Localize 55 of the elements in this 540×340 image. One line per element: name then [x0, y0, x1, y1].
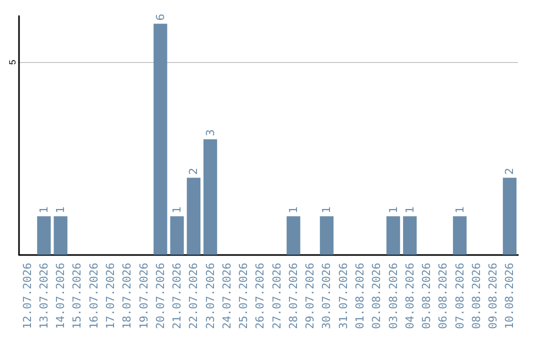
x-tick-label: 20.07.2026	[154, 262, 167, 330]
x-tick-label: 12.07.2026	[20, 262, 34, 330]
x-tick-label: 27.07.2026	[270, 262, 284, 330]
bar	[502, 178, 517, 255]
x-tick-label: 08.08.2026	[470, 262, 483, 330]
x-tick-label: 24.07.2026	[220, 262, 234, 330]
x-tick-label: 09.08.2026	[486, 262, 500, 330]
x-tick-label: 22.07.2026	[187, 262, 200, 330]
bar	[320, 216, 334, 255]
x-tick-label: 29.07.2026	[304, 262, 317, 330]
x-tick-label: 26.07.2026	[254, 262, 267, 330]
data-label: 1	[403, 206, 416, 214]
x-tick-label: 13.07.2026	[37, 262, 50, 330]
x-tick-label: 06.08.2026	[436, 262, 450, 330]
data-label: 1	[170, 206, 184, 214]
bar	[403, 216, 417, 255]
bar	[154, 24, 168, 255]
x-tick-label: 04.08.2026	[403, 262, 416, 330]
bar	[37, 216, 51, 255]
x-tick-label: 15.07.2026	[70, 262, 84, 330]
data-label: 6	[154, 14, 167, 21]
x-tick-label: 30.07.2026	[320, 262, 334, 330]
x-tick-label: 14.07.2026	[54, 262, 68, 330]
data-label: 2	[187, 168, 200, 175]
bar	[452, 216, 467, 255]
x-tick-label: 21.07.2026	[170, 262, 184, 330]
x-tick-label: 28.07.2026	[286, 262, 300, 330]
x-tick-label: 05.08.2026	[420, 262, 434, 330]
x-tick-label: 23.07.2026	[204, 262, 217, 330]
data-label: 1	[453, 206, 466, 214]
data-label: 1	[286, 206, 300, 214]
x-tick-label: 17.07.2026	[104, 262, 117, 330]
x-tick-label: 19.07.2026	[137, 262, 150, 330]
data-label: 1	[54, 206, 68, 214]
x-tick-label: 10.08.2026	[503, 262, 516, 330]
x-tick-label: 16.07.2026	[87, 262, 100, 330]
x-tick-label: 07.08.2026	[453, 262, 466, 330]
data-label: 2	[503, 168, 516, 175]
x-tick-label: 02.08.2026	[370, 262, 384, 330]
bar	[186, 178, 200, 255]
x-tick-label: 31.07.2026	[336, 262, 350, 330]
data-label: 3	[204, 129, 217, 136]
bar	[286, 216, 300, 255]
bar	[203, 139, 218, 255]
data-label: 1	[386, 206, 400, 214]
data-label: 1	[320, 206, 334, 214]
y-tick-label: 5	[8, 60, 18, 65]
bar	[386, 216, 400, 255]
x-tick-label: 25.07.2026	[237, 262, 250, 330]
x-tick-label: 03.08.2026	[386, 262, 400, 330]
bar	[170, 216, 184, 255]
x-tick-label: 01.08.2026	[353, 262, 366, 330]
data-label: 1	[37, 206, 50, 214]
x-tick-label: 18.07.2026	[120, 262, 134, 330]
bar	[54, 216, 68, 255]
